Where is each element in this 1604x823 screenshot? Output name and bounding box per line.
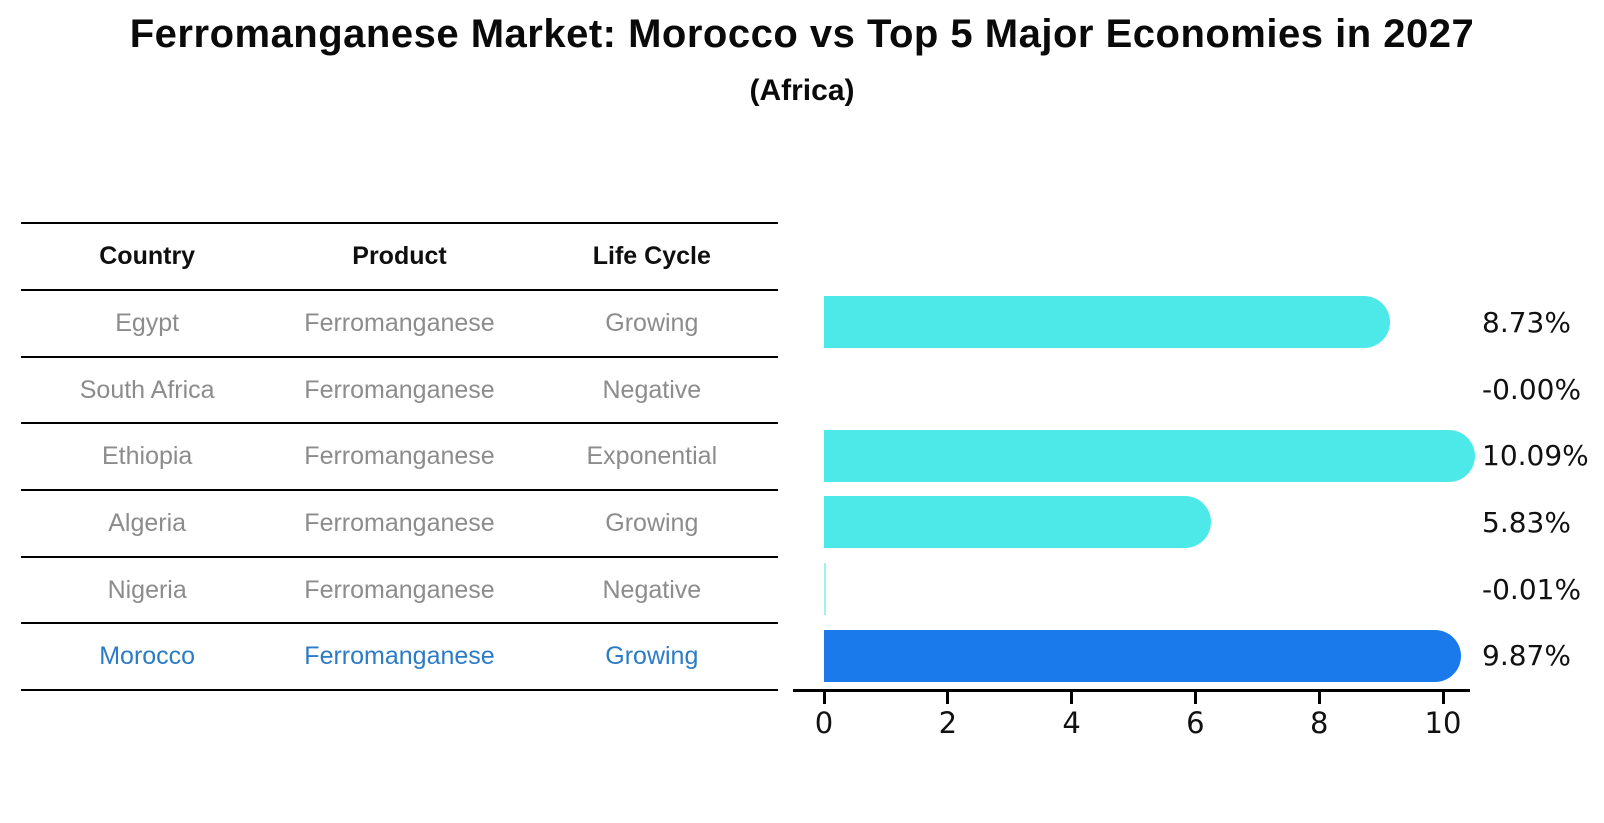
chart-subtitle: (Africa): [749, 74, 855, 107]
x-tick-mark-4: [1070, 692, 1074, 704]
value-label-egypt: 8.73%: [1482, 305, 1571, 339]
x-axis-line: [793, 689, 1470, 692]
value-label-morocco: 9.87%: [1482, 639, 1571, 673]
table-row-ethiopia: Ethiopia Ferromanganese Exponential: [21, 424, 778, 492]
value-label-ethiopia: 10.09%: [1482, 439, 1589, 473]
value-label-algeria: 5.83%: [1482, 505, 1571, 539]
country-cell: South Africa: [79, 375, 215, 404]
bar-morocco: [824, 629, 1461, 682]
value-label-nigeria: -0.01%: [1482, 572, 1582, 606]
table-header-row: Country Product Life Cycle: [21, 224, 778, 291]
bar-algeria: [824, 496, 1211, 549]
country-cell: Nigeria: [107, 575, 187, 604]
x-tick-mark-10: [1441, 692, 1445, 704]
column-header-life-cycle: Life Cycle: [592, 242, 711, 270]
life-cycle-cell: Growing: [605, 508, 699, 537]
country-cell: Algeria: [108, 508, 187, 537]
x-tick-label-0: 0: [814, 706, 834, 740]
table-row-morocco: Morocco Ferromanganese Growing: [21, 624, 778, 692]
table-row-algeria: Algeria Ferromanganese Growing: [21, 491, 778, 558]
product-cell: Ferromanganese: [304, 442, 495, 471]
life-cycle-cell: Negative: [602, 575, 702, 604]
table-row-egypt: Egypt Ferromanganese Growing: [21, 291, 778, 358]
x-tick-label-10: 10: [1424, 706, 1462, 740]
x-tick-mark-2: [946, 692, 950, 704]
value-label-south-africa: -0.00%: [1482, 372, 1582, 406]
product-cell: Ferromanganese: [304, 508, 495, 537]
column-header-country: Country: [99, 242, 196, 270]
life-cycle-cell: Negative: [602, 375, 702, 404]
product-cell: Ferromanganese: [304, 375, 495, 404]
product-cell: Ferromanganese: [304, 308, 495, 337]
x-tick-mark-6: [1193, 692, 1197, 704]
life-cycle-cell: Growing: [605, 308, 699, 337]
life-cycle-cell: Exponential: [586, 442, 718, 471]
table-row-south-africa: South Africa Ferromanganese Negative: [21, 358, 778, 425]
product-cell: Ferromanganese: [304, 642, 495, 671]
bar-plot: [824, 289, 1504, 689]
bar-egypt: [824, 296, 1391, 349]
table-rows: Egypt Ferromanganese Growing South Africa Fe…: [21, 291, 778, 692]
country-table: Country Product Life Cycle Egypt Ferroman…: [21, 222, 778, 692]
x-tick-label-6: 6: [1186, 706, 1205, 740]
column-header-product: Product: [352, 242, 447, 270]
x-tick-mark-8: [1317, 692, 1321, 704]
x-tick-label-4: 4: [1062, 706, 1081, 740]
chart-title: Ferromanganese Market: Morocco vs Top 5 …: [129, 12, 1475, 56]
product-cell: Ferromanganese: [304, 575, 495, 604]
x-tick-label-2: 2: [938, 706, 958, 740]
life-cycle-cell: Growing: [605, 642, 699, 671]
x-tick-label-8: 8: [1309, 706, 1329, 740]
country-cell: Egypt: [115, 308, 180, 337]
table-row-nigeria: Nigeria Ferromanganese Negative: [21, 558, 778, 625]
x-tick-mark-0: [822, 692, 826, 704]
bar-ethiopia: [824, 429, 1475, 482]
bar-nigeria: [824, 563, 826, 616]
country-cell: Ethiopia: [101, 442, 193, 471]
country-cell: Morocco: [99, 642, 196, 671]
